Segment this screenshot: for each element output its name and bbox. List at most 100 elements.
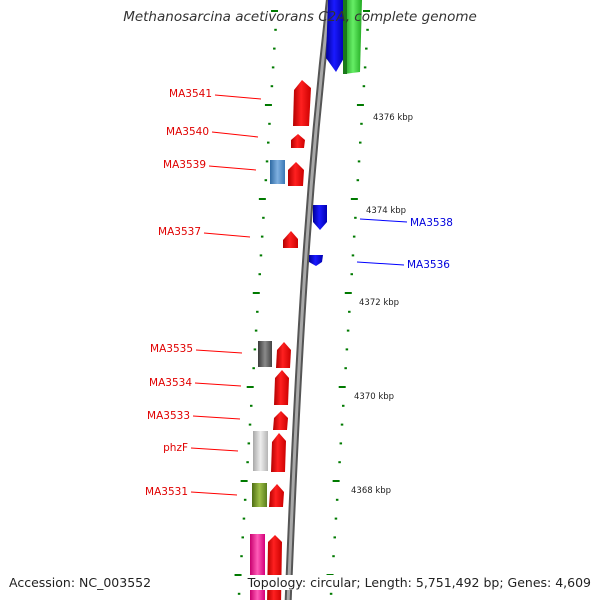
minor-tick [264, 179, 268, 182]
map-title: Methanosarcina acetivorans C2A, complete… [123, 9, 477, 25]
leader-line-ma3541 [214, 94, 262, 100]
leader-line-ma3538 [359, 218, 408, 223]
minor-tick [354, 216, 357, 219]
gene-arrow-ma3534 [274, 370, 289, 405]
leader-line-phzf [190, 447, 239, 452]
minor-tick [357, 160, 361, 163]
gene-arrow-ma3536 [309, 255, 323, 266]
right-leader-lines [356, 218, 408, 266]
minor-tick [260, 235, 264, 238]
minor-tick [348, 310, 351, 313]
minor-tick [241, 536, 244, 539]
minor-tick [363, 66, 367, 69]
feature-pink-bottom [250, 534, 265, 600]
minor-tick [339, 442, 343, 445]
minor-tick [329, 592, 333, 595]
minor-tick [254, 329, 258, 332]
gene-label-phzf[interactable]: phzF [163, 442, 188, 454]
minor-tick [351, 254, 355, 257]
major-tick [234, 574, 242, 576]
gene-arrow-ma3533 [273, 411, 288, 430]
minor-tick [258, 273, 261, 276]
gene-arrow-phzf [271, 433, 286, 472]
gene-arrow-ma3537 [283, 231, 298, 248]
scale-label-4368: 4368 kbp [351, 486, 391, 496]
minor-tick [358, 141, 362, 144]
minor-tick [273, 47, 276, 50]
major-tick [271, 10, 278, 12]
major-tick [240, 480, 248, 482]
left-leader-lines [190, 94, 262, 496]
gene-label-ma3541[interactable]: MA3541 [169, 88, 212, 100]
blue-feature-top [326, 0, 344, 72]
scale-label-4372: 4372 kbp [359, 298, 399, 308]
major-tick [338, 386, 346, 388]
minor-tick [243, 498, 247, 501]
scale-label-4376: 4376 kbp [373, 113, 413, 123]
minor-tick [259, 254, 263, 257]
scale-label-4370: 4370 kbp [354, 392, 394, 402]
gene-arrow-ma3541 [293, 80, 311, 126]
gene-label-ma3531[interactable]: MA3531 [145, 486, 188, 498]
green-feature-top [344, 0, 362, 74]
minor-tick [262, 216, 265, 219]
accession-text: Accession: NC_003552 [9, 575, 152, 590]
minor-tick [248, 423, 252, 426]
minor-tick [271, 66, 275, 69]
gene-label-ma3540[interactable]: MA3540 [166, 126, 209, 138]
minor-tick [237, 592, 241, 595]
feature-light-phzf [253, 431, 268, 471]
green-feature-edge [343, 0, 347, 74]
leader-line-ma3539 [208, 165, 257, 171]
minor-tick [340, 423, 344, 426]
major-tick [350, 198, 358, 200]
scale-label-4374: 4374 kbp [366, 206, 406, 216]
genome-backbone-highlight [286, 0, 331, 600]
leader-line-ma3535 [195, 349, 243, 354]
minor-tick [240, 555, 243, 558]
leader-line-ma3540 [211, 131, 259, 138]
minor-tick [335, 498, 339, 501]
major-tick [332, 480, 340, 482]
minor-tick [365, 47, 368, 50]
gene-label-ma3534[interactable]: MA3534 [149, 377, 192, 389]
minor-tick [345, 348, 349, 351]
leader-line-ma3536 [356, 261, 405, 266]
major-tick [344, 292, 352, 294]
minor-tick [360, 122, 363, 125]
leader-line-ma3537 [203, 232, 251, 238]
minor-tick [346, 329, 350, 332]
minor-tick [362, 85, 366, 88]
gene-arrow-ma3531 [269, 484, 284, 507]
gene-label-ma3537[interactable]: MA3537 [158, 226, 201, 238]
minor-tick [356, 179, 360, 182]
gene-arrow-bottom-red [267, 535, 282, 600]
gene-label-ma3533[interactable]: MA3533 [147, 410, 190, 422]
minor-tick [350, 273, 353, 276]
minor-tick [265, 160, 269, 163]
major-tick [264, 104, 272, 106]
minor-tick [256, 310, 259, 313]
gene-label-ma3535[interactable]: MA3535 [150, 343, 193, 355]
minor-tick [270, 85, 274, 88]
minor-tick [247, 442, 251, 445]
genome-summary-text: Topology: circular; Length: 5,751,492 bp… [244, 575, 591, 590]
minor-tick [268, 122, 271, 125]
minor-tick [341, 404, 345, 407]
minor-tick [253, 348, 257, 351]
feature-steel-ma3539 [270, 160, 285, 184]
major-tick [246, 386, 254, 388]
minor-tick [246, 461, 249, 464]
minor-tick [344, 367, 347, 370]
gene-label-ma3539[interactable]: MA3539 [163, 159, 206, 171]
feature-olive-ma3531 [252, 483, 267, 507]
major-tick [252, 292, 260, 294]
gene-arrow-ma3538 [313, 205, 327, 230]
gene-label-ma3538[interactable]: MA3538 [410, 217, 453, 229]
leader-line-ma3533 [192, 415, 241, 420]
gene-label-ma3536[interactable]: MA3536 [407, 259, 450, 271]
gene-arrow-ma3540 [291, 134, 305, 148]
gene-arrow-ma3539 [288, 162, 304, 186]
minor-tick [242, 517, 246, 520]
